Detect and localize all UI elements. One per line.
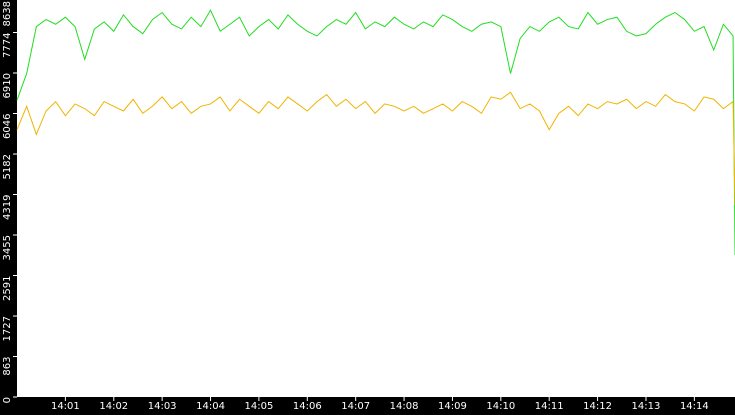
- x-tick-label: 14:10: [486, 401, 515, 412]
- x-tick-label: 14:12: [583, 401, 612, 412]
- y-tick-label: 2591: [2, 276, 13, 301]
- x-tick-label: 14:03: [148, 401, 177, 412]
- x-tick-label: 14:08: [390, 401, 419, 412]
- x-tick-label: 14:14: [680, 401, 709, 412]
- x-tick-label: 14:06: [293, 401, 322, 412]
- y-tick-label: 7774: [2, 32, 13, 57]
- y-tick-label: 4319: [2, 194, 13, 219]
- y-tick-label: 8638: [2, 1, 13, 26]
- y-tick-label: 5182: [2, 154, 13, 179]
- x-tick-label: 14:13: [632, 401, 661, 412]
- x-tick-label: 14:05: [244, 401, 273, 412]
- x-tick-label: 14:09: [438, 401, 467, 412]
- x-tick-label: 14:07: [341, 401, 370, 412]
- series-line: [16, 91, 735, 205]
- x-tick-label: 14:01: [51, 401, 80, 412]
- x-tick-label: 14:11: [535, 401, 564, 412]
- y-tick-label: 6910: [2, 73, 13, 98]
- y-tick-label: 6046: [2, 114, 13, 139]
- x-axis-band: [0, 397, 735, 415]
- y-tick-label: 863: [2, 357, 13, 376]
- x-tick-label: 14:02: [99, 401, 128, 412]
- y-tick-label: 0: [2, 397, 13, 403]
- y-tick-label: 1727: [2, 316, 13, 341]
- series-line: [16, 9, 735, 256]
- y-axis-band: [0, 0, 17, 415]
- x-tick-label: 14:04: [196, 401, 225, 412]
- y-tick-label: 3455: [2, 235, 13, 260]
